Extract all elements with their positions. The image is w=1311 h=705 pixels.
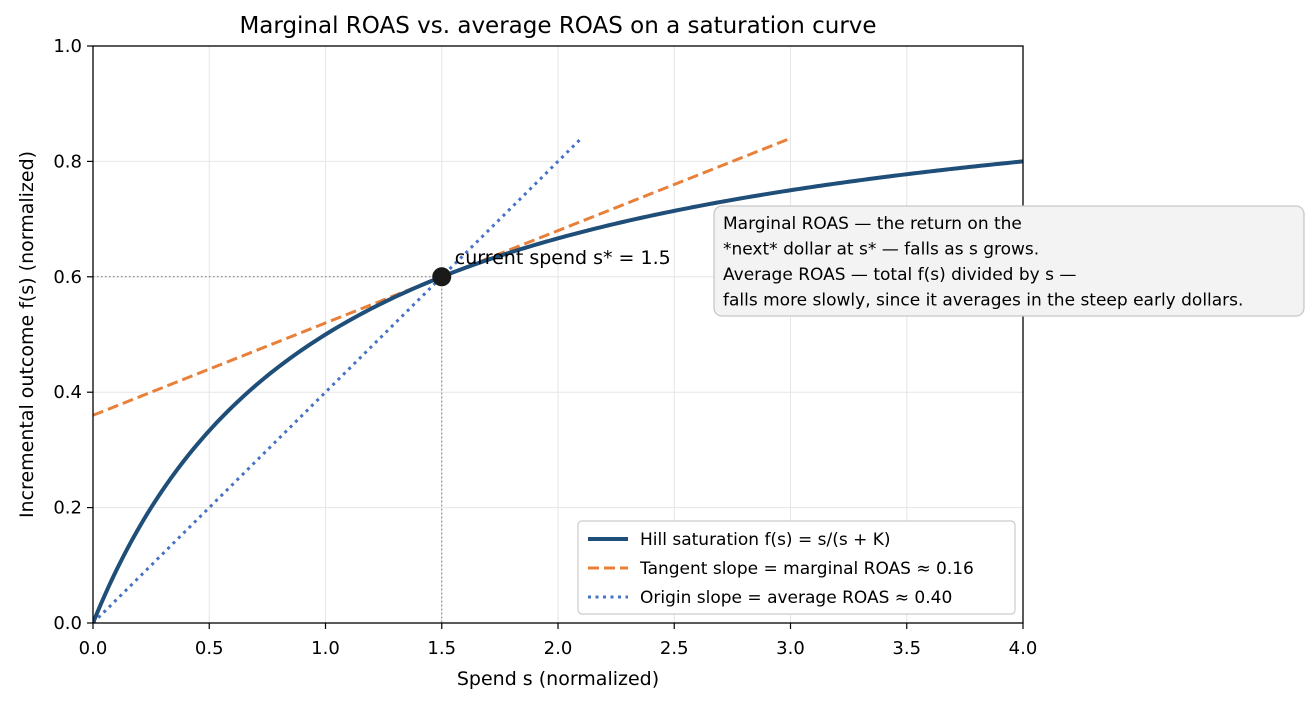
x-tick-label: 1.0 (311, 638, 340, 659)
x-tick-label: 1.5 (427, 638, 456, 659)
x-tick-label: 2.5 (660, 638, 689, 659)
y-tick-label: 0.0 (53, 613, 82, 634)
plot-area (93, 136, 1023, 623)
legend-label-origin: Origin slope = average ROAS ≈ 0.40 (640, 588, 952, 608)
x-tick-label: 0.5 (195, 638, 224, 659)
annotation-line: Average ROAS — total f(s) divided by s — (723, 265, 1076, 285)
x-tick-label: 2.0 (544, 638, 573, 659)
annotation-line: Marginal ROAS — the return on the (723, 214, 1022, 234)
legend-label-tangent: Tangent slope = marginal ROAS ≈ 0.16 (639, 559, 974, 579)
x-tick-label: 4.0 (1009, 638, 1038, 659)
y-tick-label: 0.4 (53, 382, 82, 403)
annotation-line: *next* dollar at s* — falls as s grows. (723, 240, 1039, 260)
annotation-line: falls more slowly, since it averages in … (723, 291, 1243, 311)
annotation-box: Marginal ROAS — the return on the *next*… (713, 205, 1305, 317)
x-tick-label: 0.0 (79, 638, 108, 659)
legend-label-hill: Hill saturation f(s) = s/(s + K) (640, 530, 891, 550)
x-tick-label: 3.0 (776, 638, 805, 659)
current-spend-label: current spend s* = 1.5 (455, 247, 671, 269)
series-hill-saturation-curve (93, 159, 1023, 623)
legend: Hill saturation f(s) = s/(s + K) Tangent… (577, 520, 1016, 615)
y-axis-label: Incremental outcome f(s) (normalized) (16, 151, 38, 518)
y-tick-label: 0.2 (53, 498, 82, 519)
x-tick-label: 3.5 (892, 638, 921, 659)
series-origin-slope-line (93, 137, 583, 623)
annotation-background (713, 205, 1305, 317)
axis-ticks: 0.0 0.5 1.0 1.5 2.0 2.5 3.0 3.5 4.0 0.0 0.2 0.4 0.6 0… (53, 36, 1037, 659)
y-tick-label: 1.0 (53, 36, 82, 57)
current-spend-marker (432, 267, 452, 287)
chart-title: Marginal ROAS vs. average ROAS on a satu… (239, 13, 876, 39)
y-tick-label: 0.8 (53, 151, 82, 172)
legend-box (577, 520, 1016, 615)
x-axis-label: Spend s (normalized) (457, 668, 659, 690)
y-tick-label: 0.6 (53, 267, 82, 288)
